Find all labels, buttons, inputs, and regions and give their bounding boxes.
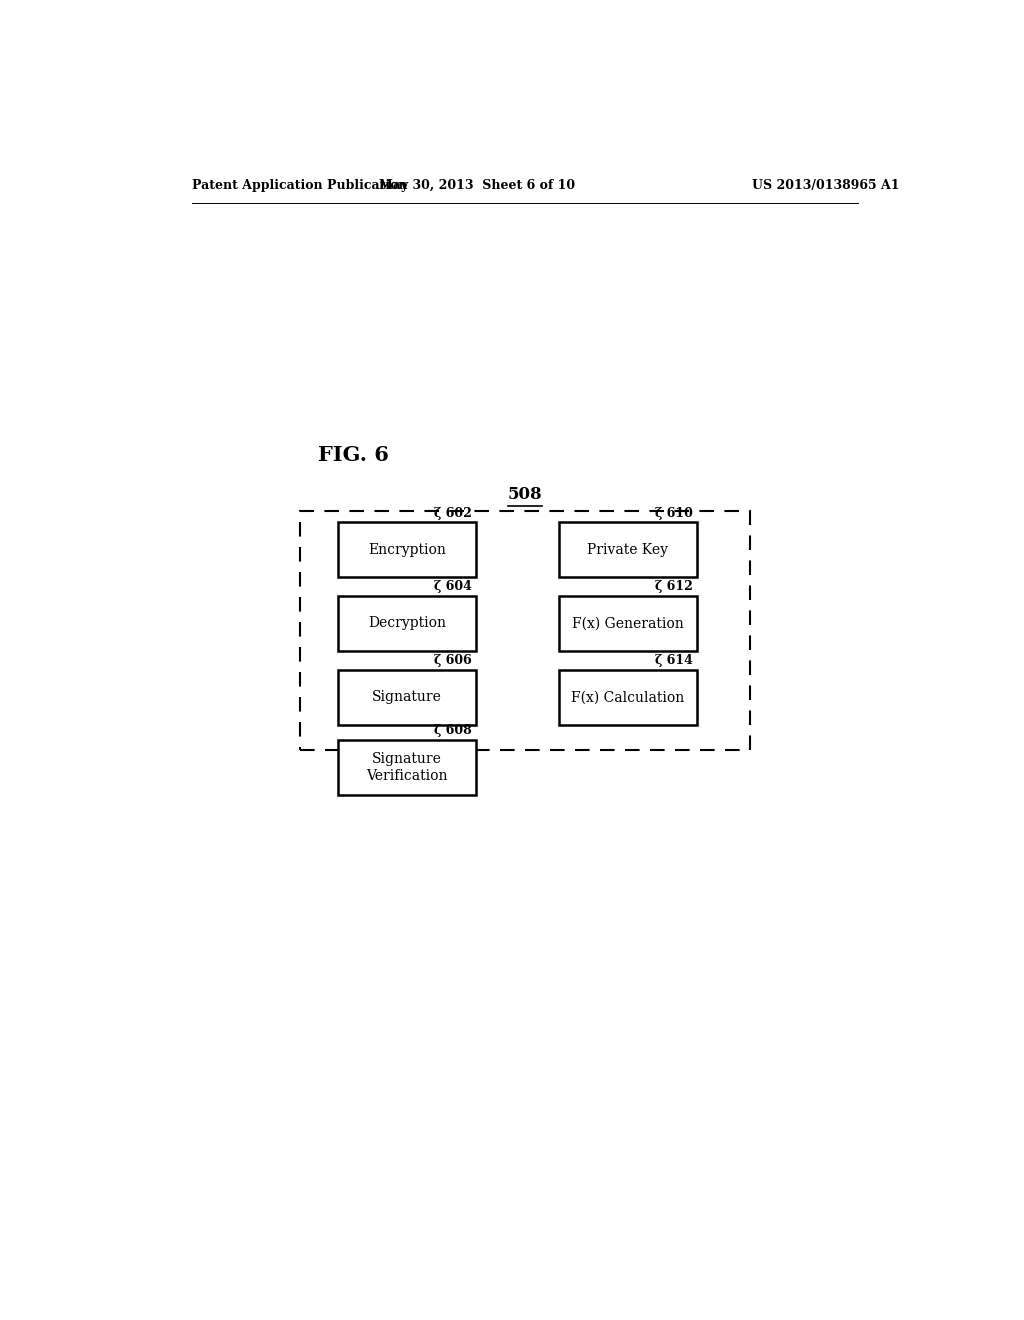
Text: F(x) Calculation: F(x) Calculation	[571, 690, 684, 705]
Bar	[338, 521, 476, 577]
Text: FIG. 6: FIG. 6	[317, 445, 389, 465]
Bar	[300, 511, 750, 750]
Text: Signature
Verification: Signature Verification	[367, 752, 447, 783]
Text: Private Key: Private Key	[588, 543, 669, 557]
Text: ζ 612: ζ 612	[655, 581, 693, 594]
Text: ζ 614: ζ 614	[655, 655, 693, 668]
Bar	[559, 595, 697, 651]
Text: ζ 608: ζ 608	[434, 725, 472, 738]
Text: ζ 606: ζ 606	[434, 655, 472, 668]
Text: ζ 610: ζ 610	[655, 507, 693, 520]
Bar	[338, 739, 476, 795]
Text: ζ 604: ζ 604	[434, 581, 472, 594]
Bar	[338, 595, 476, 651]
Text: May 30, 2013  Sheet 6 of 10: May 30, 2013 Sheet 6 of 10	[379, 178, 574, 191]
Text: Decryption: Decryption	[368, 616, 446, 631]
Text: 508: 508	[508, 486, 542, 503]
Text: ζ 602: ζ 602	[434, 507, 472, 520]
Text: Signature: Signature	[372, 690, 442, 705]
Text: F(x) Generation: F(x) Generation	[572, 616, 684, 631]
Bar	[338, 669, 476, 725]
Bar	[559, 669, 697, 725]
Text: US 2013/0138965 A1: US 2013/0138965 A1	[752, 178, 899, 191]
Text: Patent Application Publication: Patent Application Publication	[191, 178, 408, 191]
Text: Encryption: Encryption	[368, 543, 445, 557]
Bar	[559, 521, 697, 577]
